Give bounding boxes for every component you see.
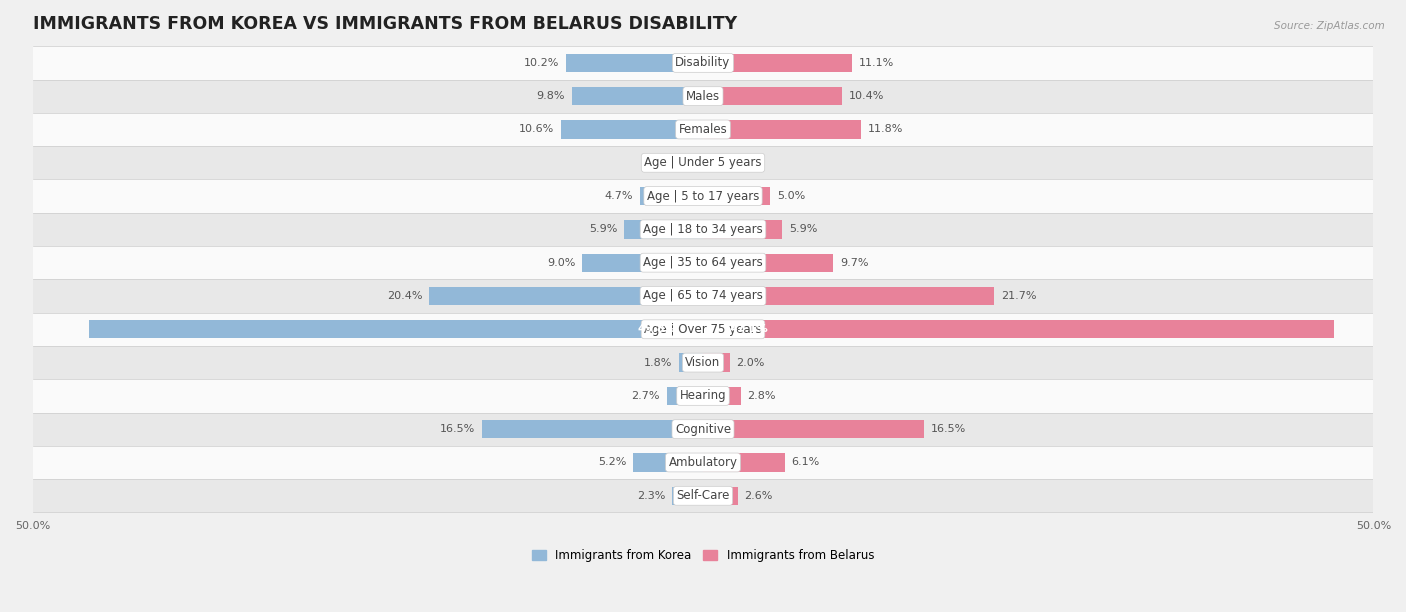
Text: Cognitive: Cognitive — [675, 423, 731, 436]
Bar — [633, 453, 703, 472]
Bar — [429, 287, 703, 305]
Bar — [572, 87, 703, 105]
Bar — [32, 446, 1374, 479]
Text: 6.1%: 6.1% — [792, 458, 820, 468]
Bar — [703, 220, 782, 239]
Bar — [703, 87, 842, 105]
Text: 5.9%: 5.9% — [589, 225, 617, 234]
Text: 16.5%: 16.5% — [440, 424, 475, 434]
Text: Vision: Vision — [685, 356, 721, 369]
Text: 5.2%: 5.2% — [598, 458, 627, 468]
Text: 2.3%: 2.3% — [637, 491, 665, 501]
Text: 16.5%: 16.5% — [931, 424, 966, 434]
Bar — [703, 320, 1334, 338]
Bar — [703, 54, 852, 72]
Text: 1.0%: 1.0% — [723, 158, 751, 168]
Text: Self-Care: Self-Care — [676, 489, 730, 502]
Bar — [582, 253, 703, 272]
Text: 9.0%: 9.0% — [547, 258, 575, 267]
Bar — [32, 346, 1374, 379]
Bar — [89, 320, 703, 338]
Text: 9.7%: 9.7% — [839, 258, 869, 267]
Text: Ambulatory: Ambulatory — [668, 456, 738, 469]
Text: Age | 35 to 64 years: Age | 35 to 64 years — [643, 256, 763, 269]
Text: Disability: Disability — [675, 56, 731, 69]
Bar — [703, 487, 738, 505]
Text: Males: Males — [686, 90, 720, 103]
Text: IMMIGRANTS FROM KOREA VS IMMIGRANTS FROM BELARUS DISABILITY: IMMIGRANTS FROM KOREA VS IMMIGRANTS FROM… — [32, 15, 737, 33]
Bar — [32, 179, 1374, 213]
Bar — [32, 47, 1374, 80]
Text: Females: Females — [679, 123, 727, 136]
Bar — [561, 121, 703, 139]
Text: Age | 5 to 17 years: Age | 5 to 17 years — [647, 190, 759, 203]
Bar — [482, 420, 703, 438]
Text: 10.6%: 10.6% — [519, 124, 554, 135]
Bar — [567, 54, 703, 72]
Text: 1.8%: 1.8% — [644, 357, 672, 368]
Bar — [703, 121, 862, 139]
Text: 10.4%: 10.4% — [849, 91, 884, 101]
Text: 2.6%: 2.6% — [745, 491, 773, 501]
Bar — [32, 146, 1374, 179]
Text: 2.8%: 2.8% — [747, 391, 776, 401]
Text: 2.7%: 2.7% — [631, 391, 659, 401]
Bar — [640, 187, 703, 205]
Bar — [703, 287, 994, 305]
Bar — [689, 154, 703, 172]
Text: Source: ZipAtlas.com: Source: ZipAtlas.com — [1274, 21, 1385, 31]
Text: 10.2%: 10.2% — [524, 58, 560, 68]
Bar — [703, 353, 730, 371]
Text: 2.0%: 2.0% — [737, 357, 765, 368]
Bar — [32, 479, 1374, 512]
Bar — [32, 113, 1374, 146]
Bar — [703, 154, 717, 172]
Bar — [672, 487, 703, 505]
Text: 11.1%: 11.1% — [859, 58, 894, 68]
Text: Age | Under 5 years: Age | Under 5 years — [644, 156, 762, 170]
Bar — [703, 420, 924, 438]
Bar — [679, 353, 703, 371]
Bar — [703, 187, 770, 205]
Bar — [32, 379, 1374, 412]
Bar — [32, 412, 1374, 446]
Bar — [624, 220, 703, 239]
Text: 4.7%: 4.7% — [605, 191, 633, 201]
Text: 9.8%: 9.8% — [537, 91, 565, 101]
Bar — [32, 313, 1374, 346]
Bar — [32, 279, 1374, 313]
Bar — [32, 246, 1374, 279]
Bar — [32, 80, 1374, 113]
Text: Hearing: Hearing — [679, 389, 727, 402]
Bar — [32, 213, 1374, 246]
Text: 1.1%: 1.1% — [654, 158, 682, 168]
Text: Age | Over 75 years: Age | Over 75 years — [644, 323, 762, 336]
Text: 45.8%: 45.8% — [637, 324, 676, 334]
Text: 5.0%: 5.0% — [776, 191, 806, 201]
Text: 20.4%: 20.4% — [387, 291, 423, 301]
Text: 11.8%: 11.8% — [868, 124, 903, 135]
Text: Age | 18 to 34 years: Age | 18 to 34 years — [643, 223, 763, 236]
Legend: Immigrants from Korea, Immigrants from Belarus: Immigrants from Korea, Immigrants from B… — [527, 544, 879, 567]
Text: Age | 65 to 74 years: Age | 65 to 74 years — [643, 289, 763, 302]
Bar — [703, 453, 785, 472]
Bar — [703, 253, 832, 272]
Bar — [703, 387, 741, 405]
Text: 21.7%: 21.7% — [1001, 291, 1036, 301]
Text: 5.9%: 5.9% — [789, 225, 817, 234]
Bar — [666, 387, 703, 405]
Text: 47.1%: 47.1% — [730, 324, 769, 334]
